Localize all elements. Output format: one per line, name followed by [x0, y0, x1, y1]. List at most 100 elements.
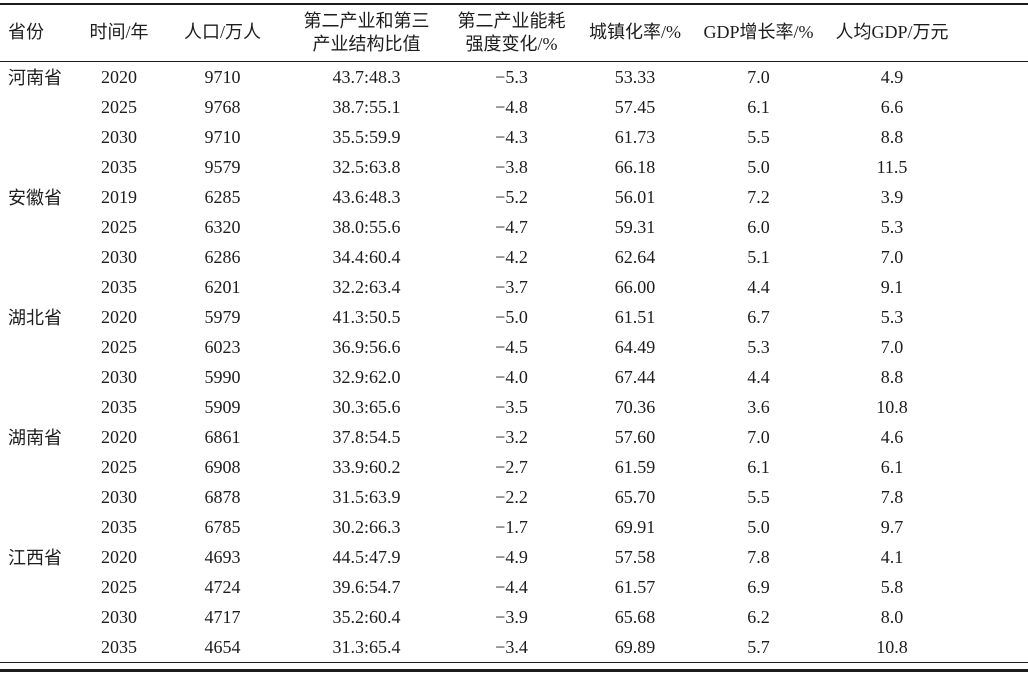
cell-energy_intensity_change: −4.8 [495, 96, 528, 117]
cell-province [0, 512, 78, 542]
cell-population: 5990 [204, 366, 241, 387]
cell-gdp_growth_rate: 5.5 [747, 126, 770, 147]
table-header: 省份 时间/年 人口/万人 第二产业和第三 产业结构比值 第二产业能耗 强度变化… [0, 4, 1028, 62]
cell-population: 9710 [204, 126, 241, 147]
cell-population: 9579 [204, 156, 241, 177]
cell-year: 2035 [101, 516, 137, 537]
cell-industry_structure: 30.3:65.6 [332, 396, 401, 417]
cell-energy_intensity_change: −1.7 [495, 516, 528, 537]
cell-province [0, 272, 78, 302]
cell-industry_structure: 44.5:47.9 [332, 546, 401, 567]
cell-population: 6201 [204, 276, 241, 297]
cell-urbanization_rate: 66.18 [614, 156, 656, 177]
cell-province [0, 242, 78, 272]
cell-industry_structure: 38.7:55.1 [332, 96, 401, 117]
cell-population: 4654 [204, 636, 241, 657]
cell-gdp_per_capita: 5.3 [880, 216, 904, 237]
cell-urbanization_rate: 67.44 [614, 366, 656, 387]
cell-energy_intensity_change: −4.7 [495, 216, 528, 237]
cell-gdp_per_capita: 8.0 [880, 606, 904, 627]
cell-population: 9710 [204, 66, 241, 87]
cell-province [0, 392, 78, 422]
cell-gdp_per_capita: 7.0 [880, 336, 904, 357]
table-row: 江西省 2020 4693 44.5:47.9 −4.9 57.58 7.8 4.1 [0, 542, 1028, 572]
cell-year: 2030 [101, 246, 137, 267]
cell-urbanization_rate: 65.70 [614, 486, 656, 507]
cell-urbanization_rate: 57.60 [614, 426, 656, 447]
table-row: 2030 6878 31.5:63.9 −2.2 65.70 5.5 7.8 [0, 482, 1028, 512]
cell-province: 安徽省 [8, 188, 62, 208]
table-row: 2035 4654 31.3:65.4 −3.4 69.89 5.7 10.8 [0, 632, 1028, 663]
cell-province [0, 572, 78, 602]
cell-industry_structure: 32.5:63.8 [332, 156, 401, 177]
cell-energy_intensity_change: −4.2 [495, 246, 528, 267]
cell-gdp_growth_rate: 7.0 [747, 66, 770, 87]
cell-gdp_growth_rate: 7.0 [747, 426, 770, 447]
cell-urbanization_rate: 69.91 [614, 516, 656, 537]
cell-industry_structure: 30.2:66.3 [332, 516, 401, 537]
col-header-population: 人口/万人 [160, 4, 285, 62]
table-row: 2025 6320 38.0:55.6 −4.7 59.31 6.0 5.3 [0, 212, 1028, 242]
cell-year: 2035 [101, 156, 137, 177]
cell-industry_structure: 38.0:55.6 [332, 216, 401, 237]
cell-year: 2035 [101, 276, 137, 297]
cell-industry_structure: 39.6:54.7 [332, 576, 401, 597]
cell-gdp_per_capita: 4.9 [880, 66, 904, 87]
cell-province [0, 362, 78, 392]
cell-province: 江西省 [8, 548, 62, 568]
cell-energy_intensity_change: −5.3 [495, 66, 528, 87]
cell-population: 6023 [204, 336, 241, 357]
cell-gdp_growth_rate: 7.8 [747, 546, 770, 567]
col-header-year: 时间/年 [78, 4, 160, 62]
cell-gdp_per_capita: 10.8 [876, 636, 908, 657]
cell-urbanization_rate: 53.33 [614, 66, 656, 87]
cell-industry_structure: 31.5:63.9 [332, 486, 401, 507]
cell-energy_intensity_change: −4.9 [495, 546, 528, 567]
cell-gdp_per_capita: 6.6 [880, 96, 904, 117]
cell-industry_structure: 35.2:60.4 [332, 606, 401, 627]
cell-energy_intensity_change: −4.3 [495, 126, 528, 147]
cell-urbanization_rate: 62.64 [614, 246, 656, 267]
cell-population: 6320 [204, 216, 241, 237]
province-projection-table: 省份 时间/年 人口/万人 第二产业和第三 产业结构比值 第二产业能耗 强度变化… [0, 3, 1028, 663]
cell-province [0, 92, 78, 122]
cell-province [0, 212, 78, 242]
cell-year: 2025 [101, 96, 137, 117]
table-row: 2035 9579 32.5:63.8 −3.8 66.18 5.0 11.5 [0, 152, 1028, 182]
table-row: 2030 4717 35.2:60.4 −3.9 65.68 6.2 8.0 [0, 602, 1028, 632]
cell-year: 2019 [101, 186, 137, 207]
cell-energy_intensity_change: −3.5 [495, 396, 528, 417]
table-row: 安徽省 2019 6285 43.6:48.3 −5.2 56.01 7.2 3.9 [0, 182, 1028, 212]
cell-year: 2030 [101, 126, 137, 147]
cell-population: 4724 [204, 576, 241, 597]
cell-gdp_growth_rate: 4.4 [747, 366, 770, 387]
cell-energy_intensity_change: −2.7 [495, 456, 528, 477]
cell-population: 5909 [204, 396, 241, 417]
table-row: 2030 5990 32.9:62.0 −4.0 67.44 4.4 8.8 [0, 362, 1028, 392]
cell-province: 河南省 [8, 68, 62, 88]
cell-year: 2020 [101, 66, 137, 87]
cell-gdp_per_capita: 8.8 [880, 126, 904, 147]
cell-gdp_growth_rate: 6.0 [747, 216, 770, 237]
cell-province [0, 332, 78, 362]
cell-gdp_growth_rate: 5.3 [747, 336, 770, 357]
cell-gdp_growth_rate: 6.1 [747, 456, 770, 477]
cell-year: 2030 [101, 606, 137, 627]
cell-industry_structure: 36.9:56.6 [332, 336, 401, 357]
cell-population: 5979 [204, 306, 241, 327]
cell-year: 2030 [101, 486, 137, 507]
cell-gdp_per_capita: 5.3 [880, 306, 904, 327]
cell-urbanization_rate: 64.49 [614, 336, 656, 357]
cell-gdp_per_capita: 3.9 [880, 186, 904, 207]
cell-urbanization_rate: 56.01 [614, 186, 656, 207]
cell-population: 6861 [204, 426, 241, 447]
cell-gdp_growth_rate: 5.0 [747, 516, 770, 537]
cell-province: 湖北省 [8, 308, 62, 328]
cell-industry_structure: 32.2:63.4 [332, 276, 401, 297]
cell-industry_structure: 34.4:60.4 [332, 246, 401, 267]
cell-population: 6785 [204, 516, 241, 537]
cell-population: 6878 [204, 486, 241, 507]
col-header-province: 省份 [0, 4, 78, 62]
cell-industry_structure: 32.9:62.0 [332, 366, 401, 387]
